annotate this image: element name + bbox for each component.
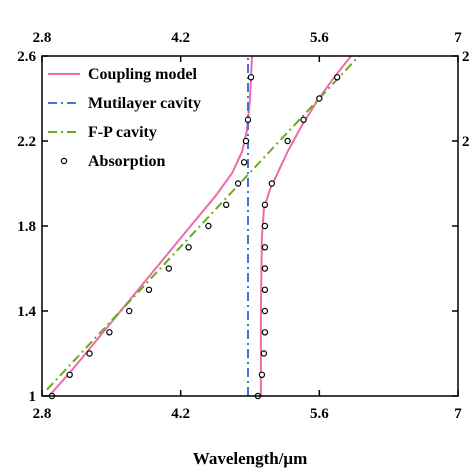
absorption-point [106, 329, 113, 336]
absorption-point [205, 222, 212, 230]
absorption-point [234, 180, 242, 187]
legend-label-1: Coupling model [88, 66, 197, 83]
absorption-point [334, 74, 341, 81]
absorption-point [261, 244, 269, 251]
absorption-point [268, 180, 275, 187]
right-y-tick-label: 2 [462, 49, 470, 65]
absorption-point [261, 222, 269, 230]
y-tick-label: 1 [29, 389, 37, 405]
absorption-point [66, 371, 73, 378]
absorption-point [261, 307, 269, 315]
legend-label-3: F-P cavity [88, 124, 157, 141]
y-tick-label: 1.8 [17, 219, 36, 235]
absorption-point [247, 74, 255, 81]
y-tick-label: 1.4 [17, 304, 36, 320]
legend-label-2: Mutilayer cavity [88, 95, 201, 112]
absorption-point [244, 116, 252, 124]
x-tick-label: 5.6 [310, 406, 329, 422]
plot-curves [46, 56, 360, 396]
top-x-tick-label: 5.6 [310, 30, 329, 46]
top-x-tick-label: 2.8 [33, 30, 52, 46]
x-tick-label: 4.2 [171, 406, 190, 422]
absorption-point [284, 137, 291, 145]
absorption-point [300, 116, 307, 124]
absorption-point [240, 159, 248, 166]
legend-label-4: Absorption [88, 153, 165, 170]
absorption-point [86, 350, 93, 357]
absorption-point [185, 244, 192, 251]
legend: Coupling model Mutilayer cavity F-P cavity… [48, 66, 201, 170]
y-tick-label: 2.6 [17, 49, 36, 65]
top-x-tick-label: 4.2 [171, 30, 190, 46]
absorption-point [261, 286, 269, 293]
y-tick-label: 2.2 [17, 134, 36, 150]
absorption-point [222, 201, 230, 208]
absorption-point [258, 371, 266, 378]
top-x-tick-label: 7 [454, 30, 462, 46]
legend-marker-absorption [60, 157, 68, 165]
x-tick-label: 2.8 [33, 406, 52, 422]
absorption-point [261, 265, 269, 272]
coupling-model-branch-2 [259, 56, 352, 396]
x-axis-label: Wavelength/μm [193, 449, 307, 468]
right-y-tick-label: 2 [462, 134, 470, 150]
absorption-point [316, 95, 323, 102]
x-tick-label: 7 [454, 406, 462, 422]
absorption-point [242, 137, 250, 145]
absorption-point [261, 201, 269, 208]
absorption-point [145, 286, 153, 293]
f-p-cavity-line [46, 56, 360, 391]
absorption-point [125, 307, 133, 315]
absorption-point [261, 329, 269, 336]
absorption-point [165, 265, 172, 272]
absorption-point [260, 350, 268, 357]
axis-ticks: 2.8 2.8 4.2 4.2 5.6 5.6 7 7 1 1.4 1.8 2.2 2.6 2 2 [17, 30, 469, 422]
